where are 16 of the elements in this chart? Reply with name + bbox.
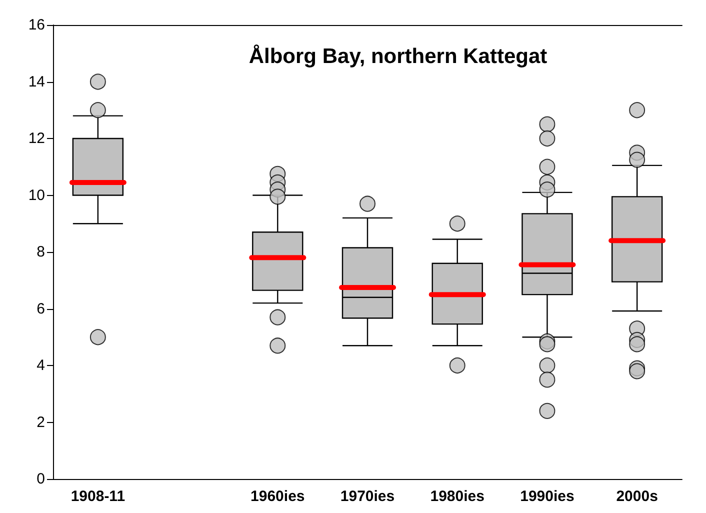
x-tick-label: 1980ies — [430, 488, 484, 505]
x-tick-label: 2000s — [616, 488, 658, 505]
y-tick-label: 0 — [36, 470, 45, 488]
y-tick-label: 12 — [28, 130, 45, 147]
y-tick-label: 16 — [28, 16, 45, 34]
y-tick-label: 14 — [28, 73, 45, 90]
text: Ålborg Bay, northern Kattegat — [248, 44, 548, 68]
x-tick-label: 1908-11 — [70, 488, 126, 505]
x-tick-label: 1960ies — [250, 488, 305, 505]
y-tick-label: 6 — [36, 300, 45, 318]
y-tick-label: 10 — [28, 186, 45, 204]
y-tick-label: 8 — [36, 244, 45, 260]
y-tick-label: 2 — [36, 414, 45, 431]
x-tick-label: 1990ies — [520, 488, 574, 505]
y-tick-label: 4 — [36, 357, 45, 374]
x-tick-label: 1970ies — [340, 488, 395, 505]
